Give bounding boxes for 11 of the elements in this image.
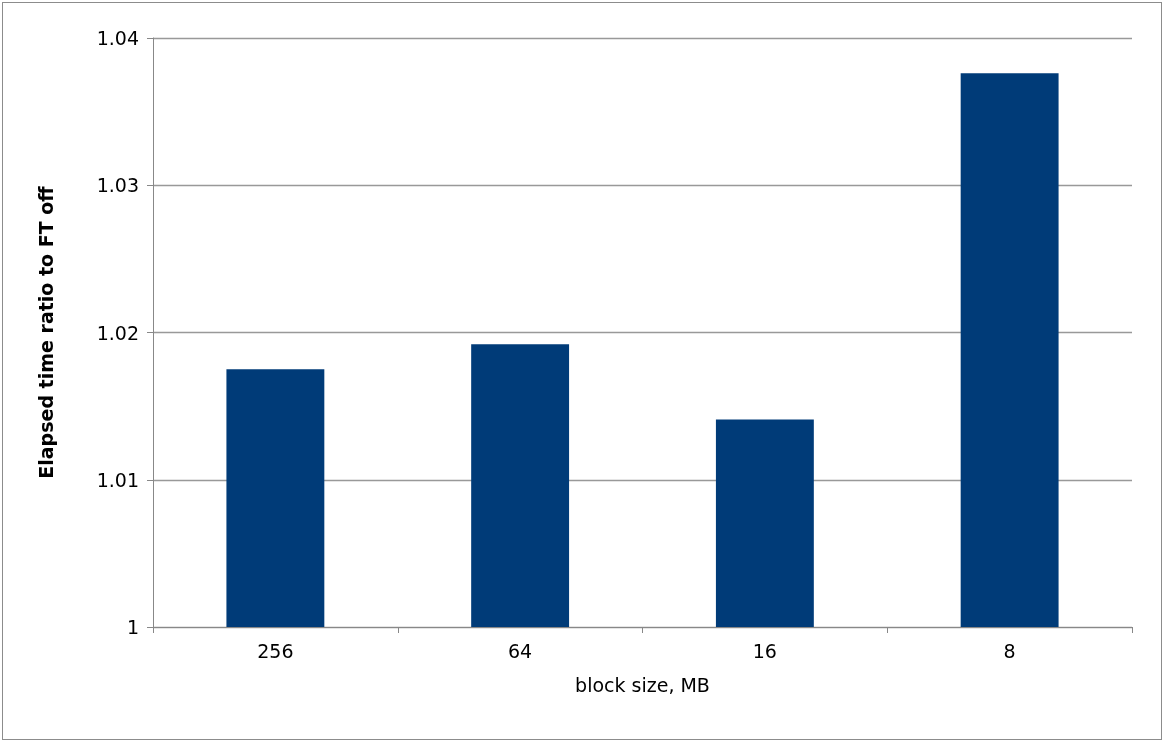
y-tick-label: 1.02 (96, 321, 139, 344)
y-tick-label: 1.01 (96, 468, 139, 491)
x-tick-label: 64 (508, 639, 533, 662)
y-tick-label: 1.03 (96, 174, 139, 197)
x-tick-label: 8 (1003, 639, 1016, 662)
y-axis-title: Elapsed time ratio to FT off (34, 185, 57, 479)
x-axis-title: block size, MB (575, 673, 710, 696)
x-tick-label: 256 (257, 639, 294, 662)
y-tick-label: 1 (126, 616, 139, 638)
y-tick-label: 1.04 (96, 27, 139, 49)
x-tick-label: 16 (752, 639, 777, 662)
